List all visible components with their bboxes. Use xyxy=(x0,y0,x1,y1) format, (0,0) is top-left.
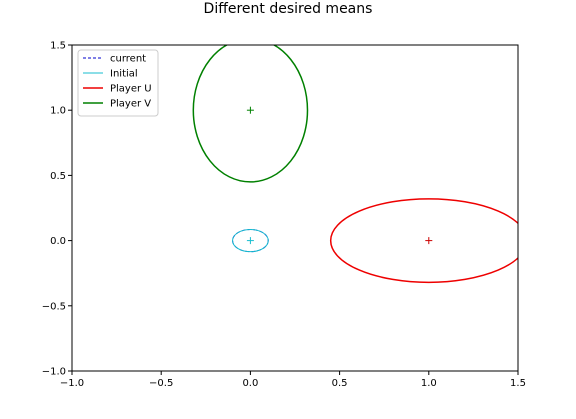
y-axis: −1.0 −0.5 0.0 0.5 1.0 1.5 xyxy=(42,41,72,378)
y-tick-label: 1.5 xyxy=(50,41,66,52)
x-tick-label: −0.5 xyxy=(149,378,173,389)
y-tick-label: 0.0 xyxy=(50,236,66,247)
legend-label: current xyxy=(110,54,146,65)
series-player-v xyxy=(192,45,309,183)
y-tick-label: −0.5 xyxy=(42,301,66,312)
chart-title: Different desired means xyxy=(204,1,373,17)
x-tick-label: 0.5 xyxy=(332,378,348,389)
series-initial xyxy=(232,229,269,253)
legend: current Initial Player U Player V xyxy=(77,49,159,117)
plot-frame xyxy=(71,44,519,372)
x-tick-label: 1.0 xyxy=(421,378,437,389)
ellipse-layer xyxy=(192,45,518,284)
series-player-u xyxy=(329,198,518,284)
legend-label: Player V xyxy=(110,99,151,110)
marker-layer xyxy=(246,106,433,245)
y-tick-label: 0.5 xyxy=(50,171,66,182)
legend-label: Player U xyxy=(110,84,152,95)
center-marker xyxy=(246,237,254,245)
y-tick-label: 1.0 xyxy=(50,106,66,117)
center-marker xyxy=(246,106,254,114)
legend-frame xyxy=(77,49,159,117)
x-tick-label: −1.0 xyxy=(60,378,84,389)
x-tick-label: 1.5 xyxy=(510,378,526,389)
y-tick-label: −1.0 xyxy=(42,367,66,378)
x-tick-label: 0.0 xyxy=(242,378,258,389)
legend-label: Initial xyxy=(110,69,138,80)
x-axis: −1.0 −0.5 0.0 0.5 1.0 1.5 xyxy=(60,371,526,389)
center-marker xyxy=(425,237,433,245)
